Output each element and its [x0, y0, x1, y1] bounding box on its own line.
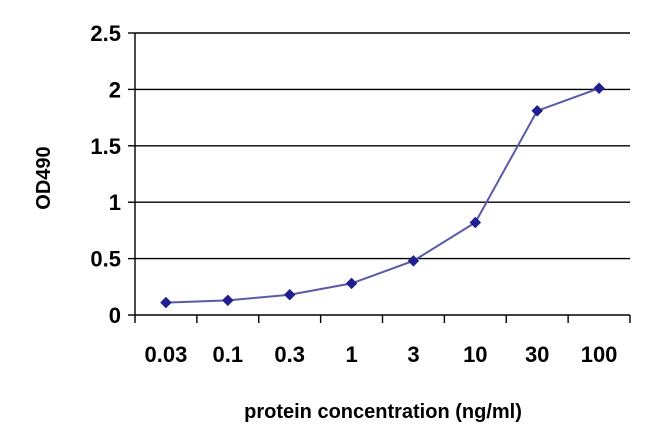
y-axis-label: OD490: [33, 146, 55, 209]
x-tick-label: 0.3: [274, 342, 305, 367]
data-point-marker: [221, 294, 234, 307]
y-tick-label: 2: [109, 77, 121, 102]
data-point-marker: [160, 296, 172, 309]
y-tick-label: 0.5: [90, 247, 121, 272]
data-point-marker: [283, 288, 296, 301]
data-point-marker: [469, 216, 482, 229]
x-tick-label: 0.1: [213, 342, 244, 367]
x-tick-label: 100: [581, 342, 618, 367]
y-tick-labels: 0 0.5 1 1.5 2 2.5: [90, 21, 121, 328]
data-point-marker: [531, 104, 544, 117]
y-tick-label: 0: [109, 303, 121, 328]
series-line: [165, 87, 600, 304]
data-point-marker: [407, 255, 420, 267]
gridlines: [135, 32, 630, 260]
x-tick-label: 3: [407, 342, 419, 367]
axes: [128, 32, 631, 323]
y-tick-label: 1: [109, 190, 121, 215]
x-tick-label: 0.03: [145, 342, 188, 367]
y-tick-label: 1.5: [90, 134, 121, 159]
data-point-marker: [345, 277, 358, 290]
x-tick-labels: 0.03 0.1 0.3 1 3 10 30 100: [145, 342, 618, 367]
series-layer: [160, 82, 605, 309]
x-tick-label: 10: [463, 342, 487, 367]
y-tick-label: 2.5: [90, 21, 121, 46]
x-tick-label: 30: [525, 342, 549, 367]
data-point-marker: [593, 82, 605, 95]
x-axis-label: protein concentration (ng/ml): [244, 401, 522, 423]
x-tick-label: 1: [345, 342, 357, 367]
